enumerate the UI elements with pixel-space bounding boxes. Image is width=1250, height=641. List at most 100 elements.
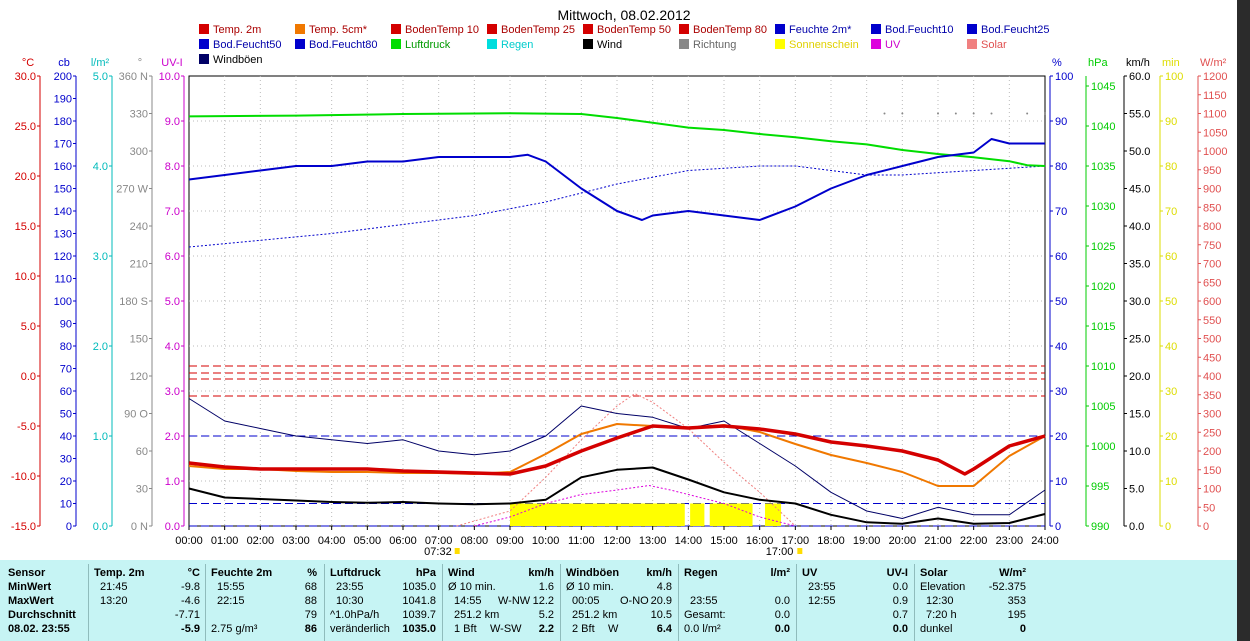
x-tick-label: 03:00 [282,535,310,547]
legend-label: Wind [597,39,622,51]
axis-tick-label: 6.0 [165,251,180,263]
sunrise-label: 07:32 [424,546,452,558]
direction-point [990,112,993,115]
axis-tick-label: 80 [1165,161,1177,173]
legend-label: Temp. 5cm* [309,24,368,36]
stats-dir: W-NW [498,595,531,607]
stats-value: 88 [304,595,317,607]
stats-dir: O-NO [620,595,649,607]
axis-tick-label: 0.0 [93,521,108,533]
axis-tick-label: 150 [54,184,72,196]
direction-point [972,112,975,115]
axis-tick-label: 0.0 [21,371,36,383]
axis-tick-label: 5.0 [21,321,36,333]
sunset-label: 17:00 [766,546,794,558]
series-uv [474,485,796,527]
axis-tick-label: 90 O [124,409,148,421]
legend-label: Bod.Feucht50 [213,39,282,51]
stats-time: 13:20 [100,595,128,607]
axis-tick-label: 1040 [1091,121,1115,133]
axis-tick-label: 9.0 [165,116,180,128]
axis-tick-label: 2.0 [165,431,180,443]
legend-label: BodenTemp 10 [405,24,479,36]
axis-tick-label: 35.0 [1129,259,1150,271]
right-edge-strip [1237,0,1250,641]
stats-time: Ø 10 min. [566,581,614,593]
axis-tick-label: 1020 [1091,281,1115,293]
axis-tick-label: 90 [1055,116,1067,128]
stats-value: 0.7 [892,609,908,621]
axis-tick-label: 90 [1165,116,1177,128]
stats-uv-column: UV UV-I 23:55 0.0 12:55 0.9 0.7 0.0 [802,566,908,636]
legend-item: Sonnenschein [775,39,859,51]
stats-value: 6.4 [656,623,672,635]
axis-tick-label: 600 [1203,296,1221,308]
axis-tick-label: 10 [1055,476,1067,488]
stats-value: 68 [304,581,317,593]
series-windb-en [188,398,1046,519]
axis-tick-label: 950 [1203,165,1221,177]
direction-point [937,112,939,115]
stats-row-label: 08.02. 23:55 [8,623,70,635]
x-tick-label: 00:00 [175,535,203,547]
axis-tick-label: 90 [60,319,72,331]
axis-tick-label: 5.0 [93,71,108,83]
axis-unit: ° [138,57,142,69]
stats-header: Luftdruck [330,567,381,579]
axis-tick-label: 30 [136,484,148,496]
stats-time: 1 Bft [454,623,477,635]
axis-tick-label: 60 [1055,251,1067,263]
stats-value: 0.0 [774,609,790,621]
axis-tick-label: 70 [1165,206,1177,218]
stats-time: ^1.0hPa/h [330,609,380,621]
legend-swatch [487,39,497,49]
axis-unit: °C [22,57,34,69]
axis-tick-label: 140 [54,206,72,218]
axis-tick-label: 1010 [1091,361,1115,373]
stats-value: 195 [1007,609,1026,621]
chart-title: Mittwoch, 08.02.2012 [557,7,690,23]
stats-dir: W-SW [490,623,522,635]
axis-tick-label: 30 [60,454,72,466]
stats-value: 1041.8 [402,595,436,607]
axis-tick-label: 1.0 [165,476,180,488]
stats-time: 2 Bft [572,623,595,635]
legend-swatch [967,24,977,34]
sunshine-bar [690,503,705,526]
axis-tick-label: 100 [54,296,72,308]
axis-tick-label: 190 [54,94,72,106]
stats-value: 1035.0 [402,581,436,593]
legend-label: UV [885,39,901,51]
direction-point [1026,112,1029,115]
stats-dir: W [608,623,619,635]
axis-unit: min [1162,57,1180,69]
axis-tick-label: 700 [1203,259,1221,271]
stats-gust-column: Windböen km/h Ø 10 min. 4.8 00:05 O-NO 20.9 … [566,566,672,636]
legend-swatch [583,24,593,34]
legend-item: BodenTemp 25 [487,24,575,36]
x-tick-label: 14:00 [675,535,703,547]
x-tick-label: 24:00 [1031,535,1059,547]
stats-time: 21:45 [100,581,128,593]
legend-label: Richtung [693,39,736,51]
x-tick-label: 22:00 [960,535,988,547]
legend-swatch [391,24,401,34]
axis-tick-label: 200 [54,71,72,83]
axis-tick-label: -10.0 [11,471,36,483]
stats-value: 1035.0 [402,623,436,635]
legend-item: Windböen [199,54,263,66]
legend-item: Regen [487,39,533,51]
axis-tick-label: 180 [54,116,72,128]
axis-tick-label: 4.0 [93,161,108,173]
axis-tick-label: 450 [1203,352,1221,364]
axis-tick-label: 40 [1055,341,1067,353]
stats-time: Gesamt: [684,609,726,621]
axis-tick-label: 300 [1203,409,1221,421]
axis-tick-label: 500 [1203,334,1221,346]
axis-tick-label: 1050 [1203,127,1227,139]
axis-tick-label: 800 [1203,221,1221,233]
legend-label: BodenTemp 50 [597,24,671,36]
stats-time: 23:55 [336,581,364,593]
x-tick-label: 19:00 [853,535,881,547]
stats-header: Sensor [8,567,46,579]
